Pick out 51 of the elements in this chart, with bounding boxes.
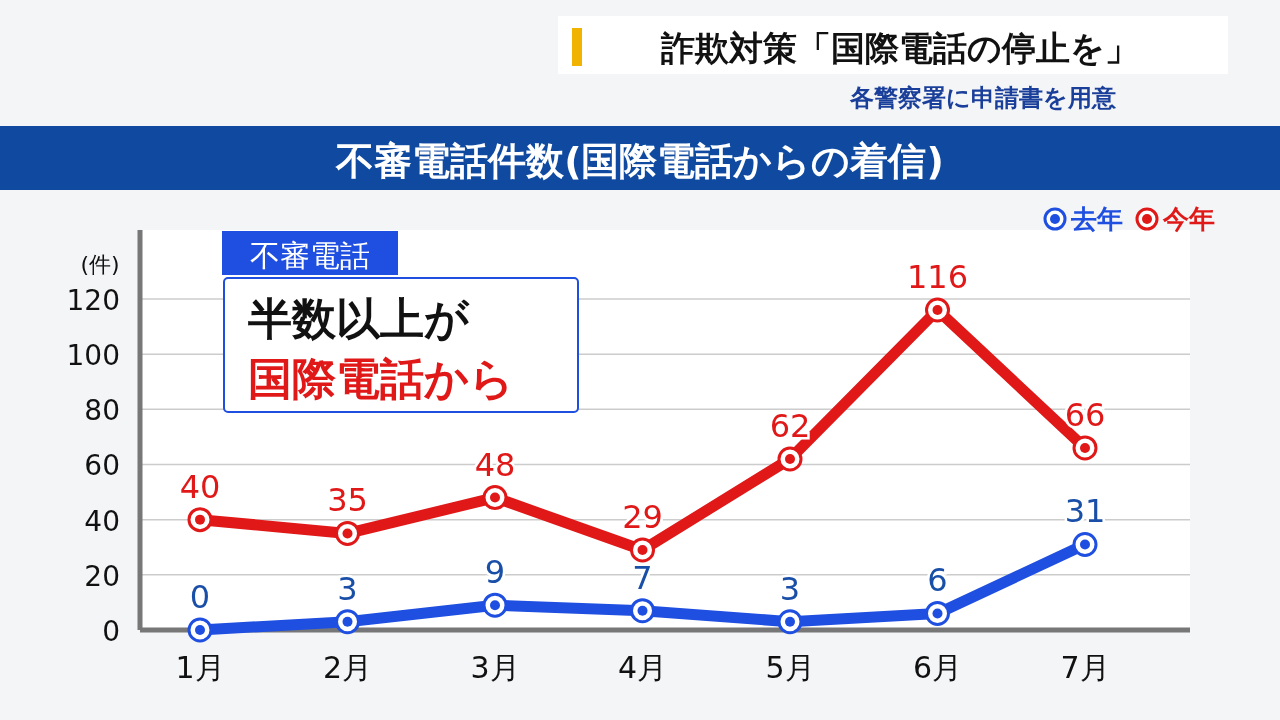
legend-label: 去年 xyxy=(1070,204,1123,234)
y-tick-label: 40 xyxy=(84,504,120,538)
data-label: 3 xyxy=(779,569,801,608)
y-tick-label: 0 xyxy=(102,615,120,648)
annotation: 国際電話から xyxy=(248,353,514,404)
annotation: 不審電話 xyxy=(250,238,370,273)
x-tick-label: 1月 xyxy=(175,650,225,685)
point xyxy=(777,446,803,472)
point xyxy=(1072,435,1098,461)
legend-label: 今年 xyxy=(1162,204,1215,234)
annotation: 半数以上が xyxy=(247,293,470,344)
data-label: 9 xyxy=(484,553,506,592)
data-label: 35 xyxy=(327,481,368,520)
point xyxy=(482,485,508,511)
y-axis-title: (件) xyxy=(80,252,120,277)
y-tick-label: 60 xyxy=(84,449,120,483)
x-tick-label: 3月 xyxy=(470,650,520,685)
point xyxy=(187,617,213,643)
data-label: 62 xyxy=(769,406,811,445)
data-label: 29 xyxy=(622,498,663,536)
point xyxy=(777,609,803,635)
point xyxy=(1072,531,1098,557)
chart-title: 不審電話件数(国際電話からの着信) xyxy=(335,139,944,183)
point xyxy=(925,600,950,626)
data-label: 66 xyxy=(1064,395,1106,434)
text: 詐欺対策「国際電話の停止を」 xyxy=(660,28,1139,68)
y-tick-label: 20 xyxy=(84,559,120,593)
text: 各警察署に申請書を用意 xyxy=(849,84,1117,112)
data-label: 0 xyxy=(189,578,211,616)
y-tick-label: 80 xyxy=(84,394,120,428)
data-label: 3 xyxy=(337,569,358,608)
data-label: 6 xyxy=(927,561,948,600)
point xyxy=(630,537,655,563)
y-tick-label: 120 xyxy=(66,283,120,317)
data-label: 40 xyxy=(179,467,221,506)
point xyxy=(187,507,213,533)
data-label: 31 xyxy=(1064,492,1106,531)
point xyxy=(335,609,360,635)
x-tick-label: 5月 xyxy=(765,650,815,685)
x-tick-label: 2月 xyxy=(322,650,373,685)
x-tick-label: 6月 xyxy=(912,650,963,685)
point xyxy=(482,592,508,618)
y-tick-label: 100 xyxy=(66,339,120,373)
data-label: 7 xyxy=(632,558,653,597)
x-tick-label: 4月 xyxy=(617,650,668,685)
point xyxy=(630,598,655,624)
data-label: 48 xyxy=(474,445,516,484)
point xyxy=(925,297,950,323)
data-label: 116 xyxy=(906,258,969,296)
x-tick-label: 7月 xyxy=(1060,650,1110,685)
point xyxy=(335,520,360,546)
